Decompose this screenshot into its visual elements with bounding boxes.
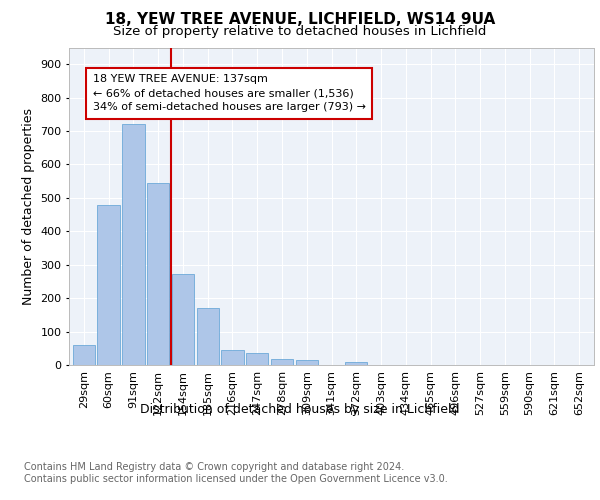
Bar <box>97 204 120 365</box>
Text: Distribution of detached houses by size in Lichfield: Distribution of detached houses by size … <box>140 402 460 415</box>
Y-axis label: Number of detached properties: Number of detached properties <box>22 108 35 304</box>
Bar <box>345 362 367 365</box>
Bar <box>197 308 219 365</box>
Bar <box>122 124 145 365</box>
Bar <box>172 274 194 365</box>
Bar <box>147 183 169 365</box>
Bar <box>271 359 293 365</box>
Bar <box>296 360 318 365</box>
Bar <box>73 345 95 365</box>
Text: 18 YEW TREE AVENUE: 137sqm
← 66% of detached houses are smaller (1,536)
34% of s: 18 YEW TREE AVENUE: 137sqm ← 66% of deta… <box>92 74 365 112</box>
Text: 18, YEW TREE AVENUE, LICHFIELD, WS14 9UA: 18, YEW TREE AVENUE, LICHFIELD, WS14 9UA <box>105 12 495 28</box>
Text: Size of property relative to detached houses in Lichfield: Size of property relative to detached ho… <box>113 25 487 38</box>
Bar <box>221 350 244 365</box>
Text: Contains HM Land Registry data © Crown copyright and database right 2024.
Contai: Contains HM Land Registry data © Crown c… <box>24 462 448 484</box>
Bar <box>246 354 268 365</box>
